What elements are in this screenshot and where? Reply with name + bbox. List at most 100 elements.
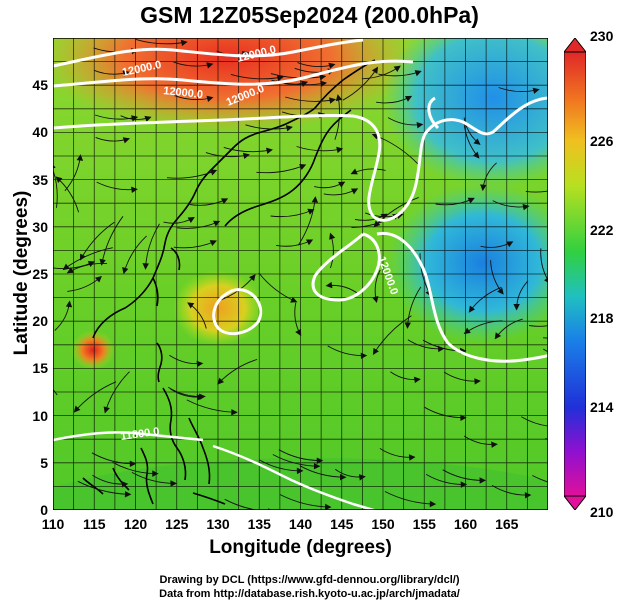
streamline-arrow (124, 491, 132, 498)
streamline-arrow (65, 300, 73, 308)
streamline-arrow (217, 377, 225, 385)
streamline-arrow (55, 176, 63, 184)
streamline-arrow (206, 95, 214, 103)
streamline (53, 388, 58, 396)
streamline-arrow (316, 457, 324, 464)
x-tick-label: 145 (330, 516, 354, 532)
streamline-arrow (329, 97, 336, 104)
streamline-arrow (468, 305, 476, 313)
streamline-arrow (66, 267, 74, 274)
streamline-arrow (313, 462, 321, 470)
streamline-arrow (266, 147, 273, 154)
streamline (540, 248, 548, 282)
streamline-arrow (79, 253, 86, 261)
y-axis-label: Latitude (degrees) (11, 190, 32, 356)
streamline-arrow (335, 94, 343, 102)
map-plot: 12000.0 12000.0 12000.0 12000.0 12000.0 … (53, 38, 548, 510)
credit-line-data: Data from http://database.rish.kyoto-u.a… (159, 588, 460, 600)
streamline-arrow (180, 39, 188, 47)
x-tick-label: 155 (412, 516, 436, 532)
streamline-arrow (467, 197, 475, 204)
streamline-arrow (360, 352, 368, 360)
streamline-arrow (122, 137, 130, 144)
streamline-arrow (299, 163, 307, 170)
streamline-arrow (196, 360, 204, 368)
streamline-arrow (413, 376, 421, 384)
y-tick-label: 20 (32, 313, 48, 330)
colorbar-tick-label: 214 (590, 399, 614, 416)
contour-label: 12000.0 (163, 85, 204, 101)
streamline-arrow (350, 168, 358, 175)
streamline-arrow (131, 115, 139, 122)
colorbar-tick-label: 218 (590, 310, 614, 327)
streamline-arrow (460, 481, 468, 488)
streamline-arrow (305, 239, 314, 246)
x-axis-label: Longitude (degrees) (209, 537, 392, 558)
colorbar-gradient (564, 52, 586, 496)
streamline-arrow (319, 74, 327, 81)
streamline-arrow (350, 188, 359, 195)
streamline-arrow (338, 181, 346, 188)
streamline-arrow (437, 345, 445, 353)
streamline (53, 168, 58, 208)
streamline-arrow (122, 70, 130, 77)
lat-lon-grid (53, 38, 548, 510)
x-tick-label: 125 (165, 516, 189, 532)
streamline-arrow (336, 146, 344, 154)
streamline (532, 475, 548, 483)
streamline-arrow (371, 66, 379, 74)
streamline-arrow (99, 258, 106, 266)
colorbar-lower-arrow (564, 495, 586, 510)
streamline-arrow (329, 232, 336, 240)
streamline-arrow (414, 70, 422, 77)
streamline-arrow (122, 267, 129, 275)
colorbar-tick-label: 210 (590, 504, 614, 520)
streamline-arrow (307, 208, 315, 215)
y-tick-label: 0 (40, 502, 48, 518)
streamline-arrow (129, 460, 137, 468)
streamline-arrow (479, 477, 486, 484)
streamline-arrow (131, 186, 138, 193)
streamline-arrow (404, 95, 413, 102)
streamline-arrow (372, 347, 379, 356)
streamline-arrow (497, 287, 504, 295)
streamline-arrow (199, 393, 206, 400)
streamline-arrow (522, 203, 530, 211)
coastline (82, 59, 376, 505)
height-contours (53, 38, 548, 510)
colorbar-tick-label: 230 (590, 28, 614, 44)
streamline-arrow (491, 441, 498, 448)
streamline-arrow (358, 474, 366, 481)
colorbar-tick-label: 226 (590, 132, 614, 149)
streamline-arrow (320, 80, 328, 87)
streamline-arrow (372, 295, 379, 303)
y-tick-label: 45 (32, 77, 48, 94)
y-tick-label: 40 (32, 124, 48, 141)
y-tick-label: 5 (40, 454, 48, 471)
streamline-arrow (220, 198, 229, 205)
streamline (528, 325, 548, 327)
streamline-arrow (187, 302, 195, 309)
streamline-arrow (231, 409, 238, 416)
x-tick-label: 160 (453, 516, 478, 532)
typhoon-warm-core (71, 330, 115, 370)
colorbar-frame (564, 51, 586, 497)
y-tick-label: 30 (32, 218, 48, 235)
streamline-arrow (285, 125, 293, 132)
streamline-arrow (325, 281, 333, 289)
streamline-arrow (73, 405, 81, 413)
streamline-arrow (311, 196, 319, 203)
colorbar-upper-arrow (564, 38, 586, 53)
streamline (543, 348, 548, 353)
streamline-arrow (209, 240, 217, 247)
streamline-arrow (416, 121, 424, 129)
streamline-arrow (393, 65, 401, 73)
x-tick-label: 110 (41, 516, 65, 532)
streamline-arrow (494, 332, 502, 340)
streamline-arrow (295, 328, 302, 337)
contour-label: 11800.0 (120, 426, 160, 443)
streamline-arrow (144, 115, 152, 123)
streamline-arrow (524, 492, 532, 499)
x-tick-label: 130 (206, 516, 230, 532)
streamline-arrow (121, 481, 129, 488)
